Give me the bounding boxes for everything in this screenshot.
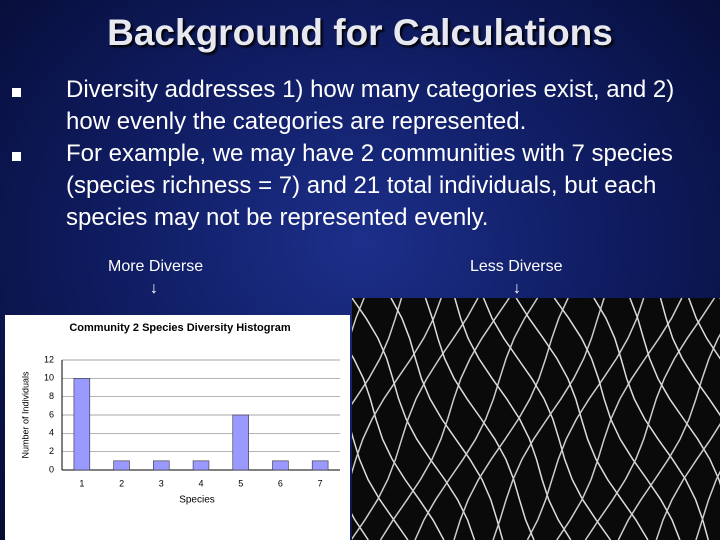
y-tick-label: 4 [49, 428, 54, 438]
net-strand [352, 354, 445, 540]
net-strand [352, 298, 476, 540]
x-tick-label: 2 [119, 478, 124, 488]
caption: More Diverse [108, 258, 204, 275]
net-strand [424, 298, 535, 540]
net-strand [390, 298, 504, 540]
x-tick-label: 7 [318, 478, 323, 488]
arrow: ↓ [150, 280, 158, 297]
net-strand [655, 422, 720, 540]
y-tick-label: 0 [49, 464, 54, 474]
chart-panel [5, 315, 350, 540]
net [352, 298, 720, 540]
bar [153, 460, 170, 471]
y-tick-label: 12 [44, 354, 54, 364]
net-strand [379, 298, 510, 540]
net-strand [492, 298, 605, 540]
y-tick-label: 2 [49, 446, 54, 456]
net-strand [414, 298, 539, 540]
y-tick-label: 6 [49, 409, 54, 419]
bar [311, 460, 329, 471]
bullet-text: Diversity addresses 1) how many categori… [66, 76, 675, 135]
x-tick-label: 6 [278, 478, 283, 488]
net-strand [352, 298, 403, 406]
net-strand [584, 298, 716, 540]
bar [232, 414, 249, 471]
net-strand [453, 298, 569, 540]
bar [272, 460, 289, 471]
net-strand [352, 431, 409, 540]
net-strand [515, 298, 649, 540]
x-tick-label: 4 [198, 478, 203, 488]
bar [73, 378, 91, 471]
bar [113, 460, 130, 471]
net-strand [687, 298, 720, 360]
bullet-text: For example, we may have 2 communities w… [66, 140, 673, 231]
net-strand [352, 298, 442, 475]
bullet-marker [12, 152, 21, 161]
net-strand [526, 298, 645, 540]
x-tick-label: 5 [238, 478, 243, 488]
bar [192, 460, 210, 471]
slide-title: Background for Calculations [107, 12, 613, 53]
arrow: ↓ [513, 280, 521, 297]
y-tick-label: 10 [44, 373, 54, 383]
net-strand [352, 298, 479, 540]
chart-title: Community 2 Species Diversity Histogram [69, 322, 291, 334]
x-tick-label: 1 [79, 478, 84, 488]
caption: Less Diverse [470, 258, 563, 275]
net-strand [454, 298, 572, 540]
x-axis-label: Species [179, 495, 215, 506]
bullet-marker [12, 88, 21, 97]
net-strand [617, 333, 720, 540]
y-axis-label: Number of Individuals [20, 371, 30, 459]
net-photo [352, 298, 720, 540]
net-strand [659, 298, 720, 417]
net-strand [695, 470, 720, 540]
chart: Community 2 Species Diversity Histogram N… [20, 322, 340, 506]
net-strand [593, 298, 710, 540]
net-strand [629, 298, 720, 486]
x-tick-label: 3 [159, 478, 164, 488]
net-strand [556, 298, 683, 540]
y-tick-label: 8 [49, 391, 54, 401]
